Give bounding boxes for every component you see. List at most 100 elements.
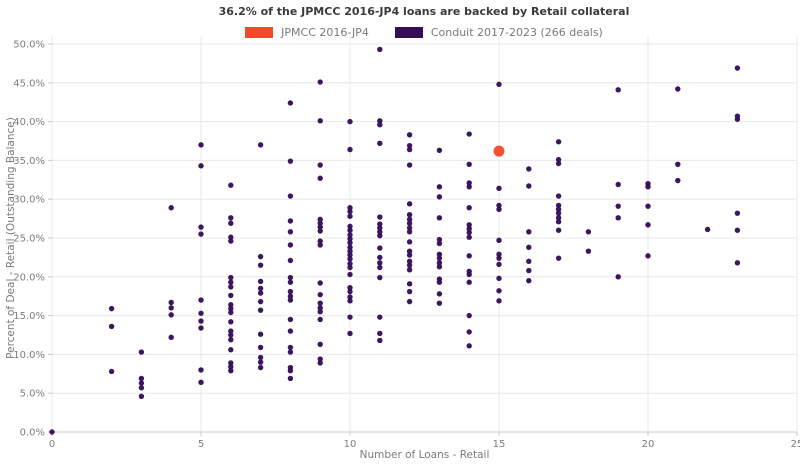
data-point-conduit: [287, 297, 294, 303]
data-point-conduit: [675, 86, 681, 92]
data-point-conduit: [496, 251, 502, 257]
data-point-conduit: [168, 334, 174, 341]
data-point-conduit: [317, 291, 323, 298]
data-point-conduit: [347, 260, 353, 267]
data-point-conduit: [466, 161, 472, 167]
data-point-conduit: [347, 298, 353, 304]
data-point-conduit: [257, 298, 264, 305]
data-point-conduit: [347, 252, 353, 258]
data-point-conduit: [228, 238, 234, 244]
data-point-conduit: [526, 244, 532, 251]
data-point-conduit: [287, 288, 294, 295]
data-point-conduit: [406, 262, 413, 268]
data-point-conduit: [436, 255, 443, 261]
data-point-conduit: [406, 239, 413, 245]
data-point-conduit: [168, 305, 174, 311]
data-point-conduit: [526, 277, 532, 284]
data-point-conduit: [228, 305, 234, 312]
data-point-conduit: [377, 229, 383, 235]
data-point-conduit: [734, 210, 741, 216]
data-point-conduit: [228, 332, 234, 338]
data-point-conduit: [257, 354, 264, 361]
data-point-conduit: [406, 229, 413, 235]
data-point-conduit: [287, 279, 294, 285]
y-tick-label: 30.0%: [13, 195, 45, 206]
data-point-conduit: [347, 205, 353, 211]
data-point-conduit: [228, 367, 234, 374]
data-point-conduit: [436, 260, 443, 266]
data-point-conduit: [347, 239, 353, 246]
data-point-conduit: [466, 253, 472, 259]
data-point-conduit: [526, 183, 532, 189]
y-tick-label: 0.0%: [20, 428, 45, 439]
data-point-conduit: [555, 219, 562, 225]
data-point-conduit: [496, 288, 502, 294]
data-point-conduit: [734, 227, 741, 233]
data-point-conduit: [317, 242, 323, 248]
data-point-conduit: [436, 147, 443, 154]
data-point-conduit: [257, 142, 264, 148]
data-point-conduit: [406, 252, 413, 258]
data-point-conduit: [138, 380, 145, 386]
data-point-conduit: [347, 264, 353, 271]
data-point-conduit: [287, 257, 294, 264]
y-tick-label: 25.0%: [13, 234, 45, 245]
data-point-conduit: [198, 367, 204, 373]
data-point-conduit: [406, 146, 413, 153]
data-point-conduit: [317, 305, 323, 311]
data-point-conduit: [228, 279, 234, 285]
data-point-conduit: [555, 255, 562, 261]
data-point-conduit: [347, 256, 353, 262]
data-point-conduit: [317, 341, 323, 348]
data-point-conduit: [406, 201, 413, 207]
data-point-conduit: [317, 316, 323, 323]
data-point-conduit: [317, 356, 323, 362]
data-point-conduit: [496, 202, 502, 209]
data-point-conduit: [406, 281, 413, 287]
data-point-conduit: [228, 328, 234, 334]
data-point-conduit: [347, 208, 353, 215]
data-point-conduit: [466, 229, 472, 236]
x-tick-label: 5: [198, 439, 204, 450]
data-point-conduit: [287, 375, 294, 382]
data-point-conduit: [377, 254, 383, 261]
data-point-conduit: [198, 318, 204, 324]
data-point-conduit: [108, 368, 115, 375]
x-axis-label: Number of Loans - Retail: [360, 449, 490, 461]
data-point-conduit: [377, 260, 383, 266]
data-point-conduit: [555, 210, 562, 216]
data-point-conduit: [675, 177, 681, 184]
data-point-conduit: [436, 279, 443, 285]
data-point-conduit: [257, 344, 264, 351]
data-point-conduit: [198, 163, 204, 169]
data-point-conduit: [526, 258, 532, 264]
data-point-conduit: [615, 181, 621, 188]
data-point-conduit: [406, 162, 413, 168]
data-point-conduit: [466, 184, 472, 190]
data-point-conduit: [287, 316, 294, 323]
data-point-conduit: [496, 206, 502, 212]
data-point-conduit: [347, 223, 353, 230]
data-point-conduit: [436, 215, 443, 221]
data-point-conduit: [347, 271, 353, 278]
data-point-conduit: [436, 300, 443, 306]
data-point-conduit: [198, 325, 204, 331]
data-point-conduit: [555, 202, 562, 209]
data-point-conduit: [615, 203, 621, 209]
data-point-conduit: [228, 319, 234, 325]
data-point-conduit: [347, 248, 353, 254]
data-point-conduit: [257, 285, 264, 292]
legend-label-jpmcc: JPMCC 2016-JP4: [281, 26, 369, 39]
data-point-conduit: [287, 193, 294, 199]
data-point-conduit: [734, 260, 741, 266]
data-point-conduit: [377, 264, 383, 271]
data-point-conduit: [466, 225, 472, 232]
y-tick-label: 15.0%: [13, 311, 45, 322]
x-tick-label: 0: [49, 439, 55, 450]
data-point-conduit: [49, 429, 55, 435]
data-point-conduit: [377, 245, 383, 251]
data-point-conduit: [466, 180, 472, 186]
data-point-conduit: [436, 236, 443, 243]
data-point-conduit: [228, 274, 234, 281]
y-tick-label: 10.0%: [13, 350, 45, 361]
